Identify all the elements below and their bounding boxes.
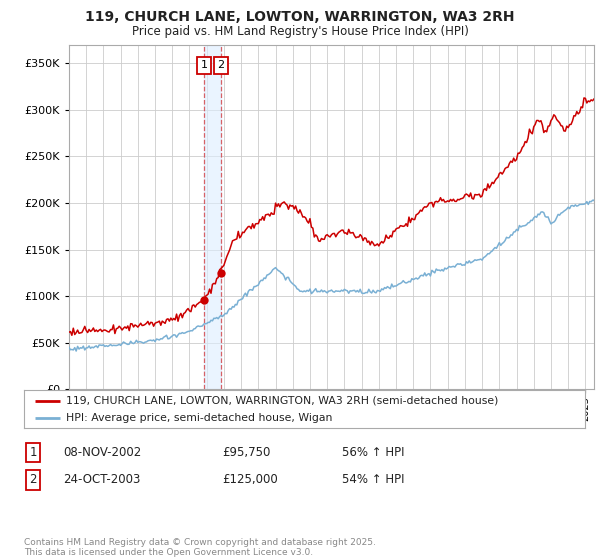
Bar bbox=[204, 45, 221, 389]
Text: 54% ↑ HPI: 54% ↑ HPI bbox=[342, 473, 404, 487]
Text: 2: 2 bbox=[29, 473, 37, 487]
Text: £95,750: £95,750 bbox=[222, 446, 271, 459]
Text: 24-OCT-2003: 24-OCT-2003 bbox=[63, 473, 140, 487]
Text: £125,000: £125,000 bbox=[222, 473, 278, 487]
Text: Contains HM Land Registry data © Crown copyright and database right 2025.
This d: Contains HM Land Registry data © Crown c… bbox=[24, 538, 376, 557]
Text: 119, CHURCH LANE, LOWTON, WARRINGTON, WA3 2RH (semi-detached house): 119, CHURCH LANE, LOWTON, WARRINGTON, WA… bbox=[66, 395, 499, 405]
Text: 56% ↑ HPI: 56% ↑ HPI bbox=[342, 446, 404, 459]
Text: HPI: Average price, semi-detached house, Wigan: HPI: Average price, semi-detached house,… bbox=[66, 413, 332, 423]
Text: 119, CHURCH LANE, LOWTON, WARRINGTON, WA3 2RH: 119, CHURCH LANE, LOWTON, WARRINGTON, WA… bbox=[85, 10, 515, 24]
Text: 1: 1 bbox=[29, 446, 37, 459]
Text: 1: 1 bbox=[201, 60, 208, 70]
Text: 2: 2 bbox=[217, 60, 224, 70]
Text: 08-NOV-2002: 08-NOV-2002 bbox=[63, 446, 141, 459]
Text: Price paid vs. HM Land Registry's House Price Index (HPI): Price paid vs. HM Land Registry's House … bbox=[131, 25, 469, 38]
